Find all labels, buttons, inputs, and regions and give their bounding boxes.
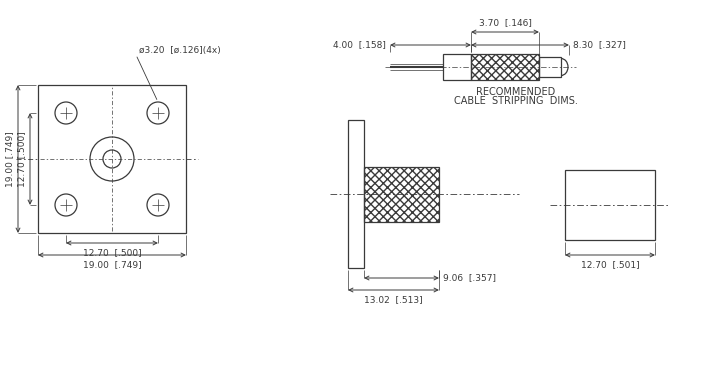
Bar bbox=[539, 57, 561, 77]
Text: 9.06  [.357]: 9.06 [.357] bbox=[443, 273, 496, 283]
Text: 8.30  [.327]: 8.30 [.327] bbox=[573, 41, 626, 50]
Text: ø3.20  [ø.126](4x): ø3.20 [ø.126](4x) bbox=[139, 46, 221, 55]
Bar bbox=[565, 170, 655, 240]
Text: 19.00 [.749]: 19.00 [.749] bbox=[5, 131, 14, 187]
Text: 13.02  [.513]: 13.02 [.513] bbox=[364, 295, 423, 304]
Bar bbox=[443, 54, 471, 80]
Bar bbox=[348, 120, 364, 268]
Text: 12.70 [.500]: 12.70 [.500] bbox=[17, 131, 26, 187]
Text: CABLE  STRIPPING  DIMS.: CABLE STRIPPING DIMS. bbox=[454, 96, 578, 106]
Bar bbox=[471, 54, 539, 80]
Text: 4.00  [.158]: 4.00 [.158] bbox=[333, 41, 386, 50]
Text: 19.00  [.749]: 19.00 [.749] bbox=[83, 260, 141, 269]
Text: 12.70  [.501]: 12.70 [.501] bbox=[581, 260, 639, 269]
Text: RECOMMENDED: RECOMMENDED bbox=[477, 87, 556, 97]
Text: 3.70  [.146]: 3.70 [.146] bbox=[479, 18, 531, 27]
Text: 12.70  [.500]: 12.70 [.500] bbox=[83, 248, 141, 257]
Bar bbox=[364, 167, 439, 221]
Bar bbox=[38, 85, 186, 233]
